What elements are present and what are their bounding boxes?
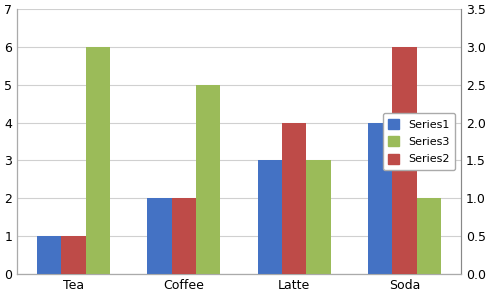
Bar [61, 236, 86, 274]
Bar [282, 123, 306, 274]
Bar [196, 85, 220, 274]
Bar [172, 198, 196, 274]
Legend: Series1, Series3, Series2: Series1, Series3, Series2 [383, 113, 455, 170]
Bar [147, 198, 172, 274]
Bar [37, 236, 61, 274]
Bar [416, 198, 441, 274]
Bar [258, 160, 282, 274]
Bar [86, 47, 110, 274]
Bar [306, 160, 331, 274]
Bar [392, 47, 416, 274]
Bar [368, 123, 392, 274]
